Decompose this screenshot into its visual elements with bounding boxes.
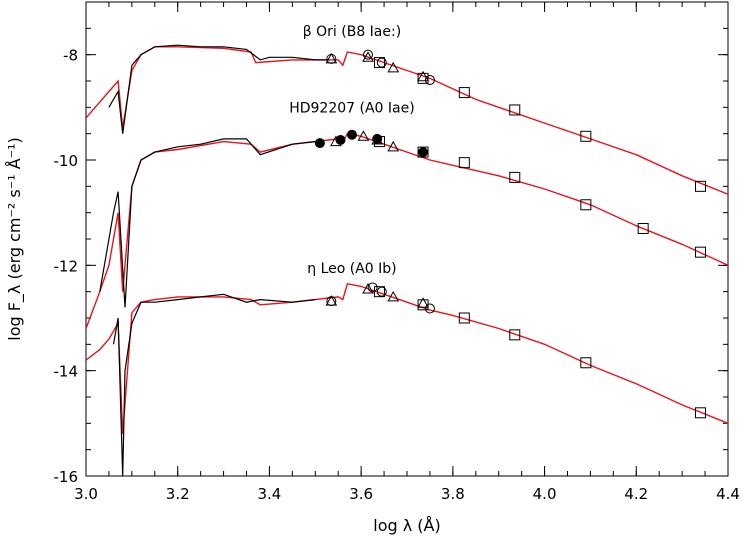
square-marker [509,329,521,341]
circle-marker [424,303,435,314]
square-marker [509,104,521,116]
triangle-marker [362,283,374,294]
square-marker [580,357,592,369]
square-marker [580,130,592,142]
plot-border [85,1,729,477]
triangle-marker [387,61,400,73]
circle-marker [363,49,374,60]
star-label: β Ori (B8 Iae:) [303,24,401,40]
x-tick-label: 4.0 [533,485,557,503]
x-tick-label: 3.4 [257,485,281,503]
circle-marker [376,286,387,297]
x-axis-ticks: 3.0 3.2 3.4 3.6 3.8 4.0 4.2 4.4 [74,2,740,503]
triangle-marker [325,52,338,64]
circle-marker [376,57,387,68]
square-marker [417,72,429,84]
square-marker [458,87,470,99]
square-marker [637,222,649,234]
square-marker [694,246,706,258]
square-marker [458,157,470,169]
triangle-marker [357,130,370,141]
x-tick-label: 3.2 [166,485,190,503]
triangle-marker [362,51,374,62]
filled-circle-marker [346,129,357,140]
square-marker [373,57,385,69]
y-tick-label: -12 [54,257,79,275]
y-axis-title: log F_λ (erg cm⁻² s⁻¹ Å⁻¹) [5,137,25,341]
star-label: HD92207 (A0 Iae) [289,101,414,117]
model-spectrum-line [86,282,728,434]
filled-circle-marker [314,138,325,149]
circle-marker [424,74,435,85]
y-tick-label: -10 [54,152,79,170]
square-marker [509,171,521,183]
filled-circle-marker [418,147,429,158]
observed-spectrum-line [99,138,316,308]
square-marker [580,199,592,211]
x-tick-label: 3.6 [349,485,373,503]
square-marker [458,312,470,324]
x-axis-title: log λ (Å) [373,516,440,535]
y-tick-label: -8 [63,47,78,65]
observed-spectrum-line [108,44,329,134]
x-tick-label: 3.8 [441,485,465,503]
triangle-marker [387,140,400,152]
star-label-group: β Ori (B8 Iae:) HD92207 (A0 Iae) η Leo (A0… [289,24,414,277]
square-marker [694,407,706,419]
star-label: η Leo (A0 Ib) [307,261,396,277]
square-marker [694,180,706,192]
plot-frame [85,1,729,477]
triangle-marker [325,295,338,306]
triangle-marker [417,297,429,308]
triangle-marker [387,290,400,302]
filled-circle-marker [372,133,383,144]
observed-spectrum-line [112,293,316,476]
model-spectrum-line [86,46,728,195]
marker-group [314,49,706,419]
y-axis-ticks: -8 -10 -12 -14 -16 [54,1,728,486]
y-tick-label: -16 [54,468,79,486]
x-tick-label: 4.4 [716,485,740,503]
x-tick-label: 3.0 [74,485,98,503]
y-tick-label: -14 [54,363,79,381]
triangle-marker [417,70,429,82]
filled-circle-marker [335,134,346,145]
x-tick-label: 4.2 [624,485,648,503]
square-marker [417,299,429,311]
